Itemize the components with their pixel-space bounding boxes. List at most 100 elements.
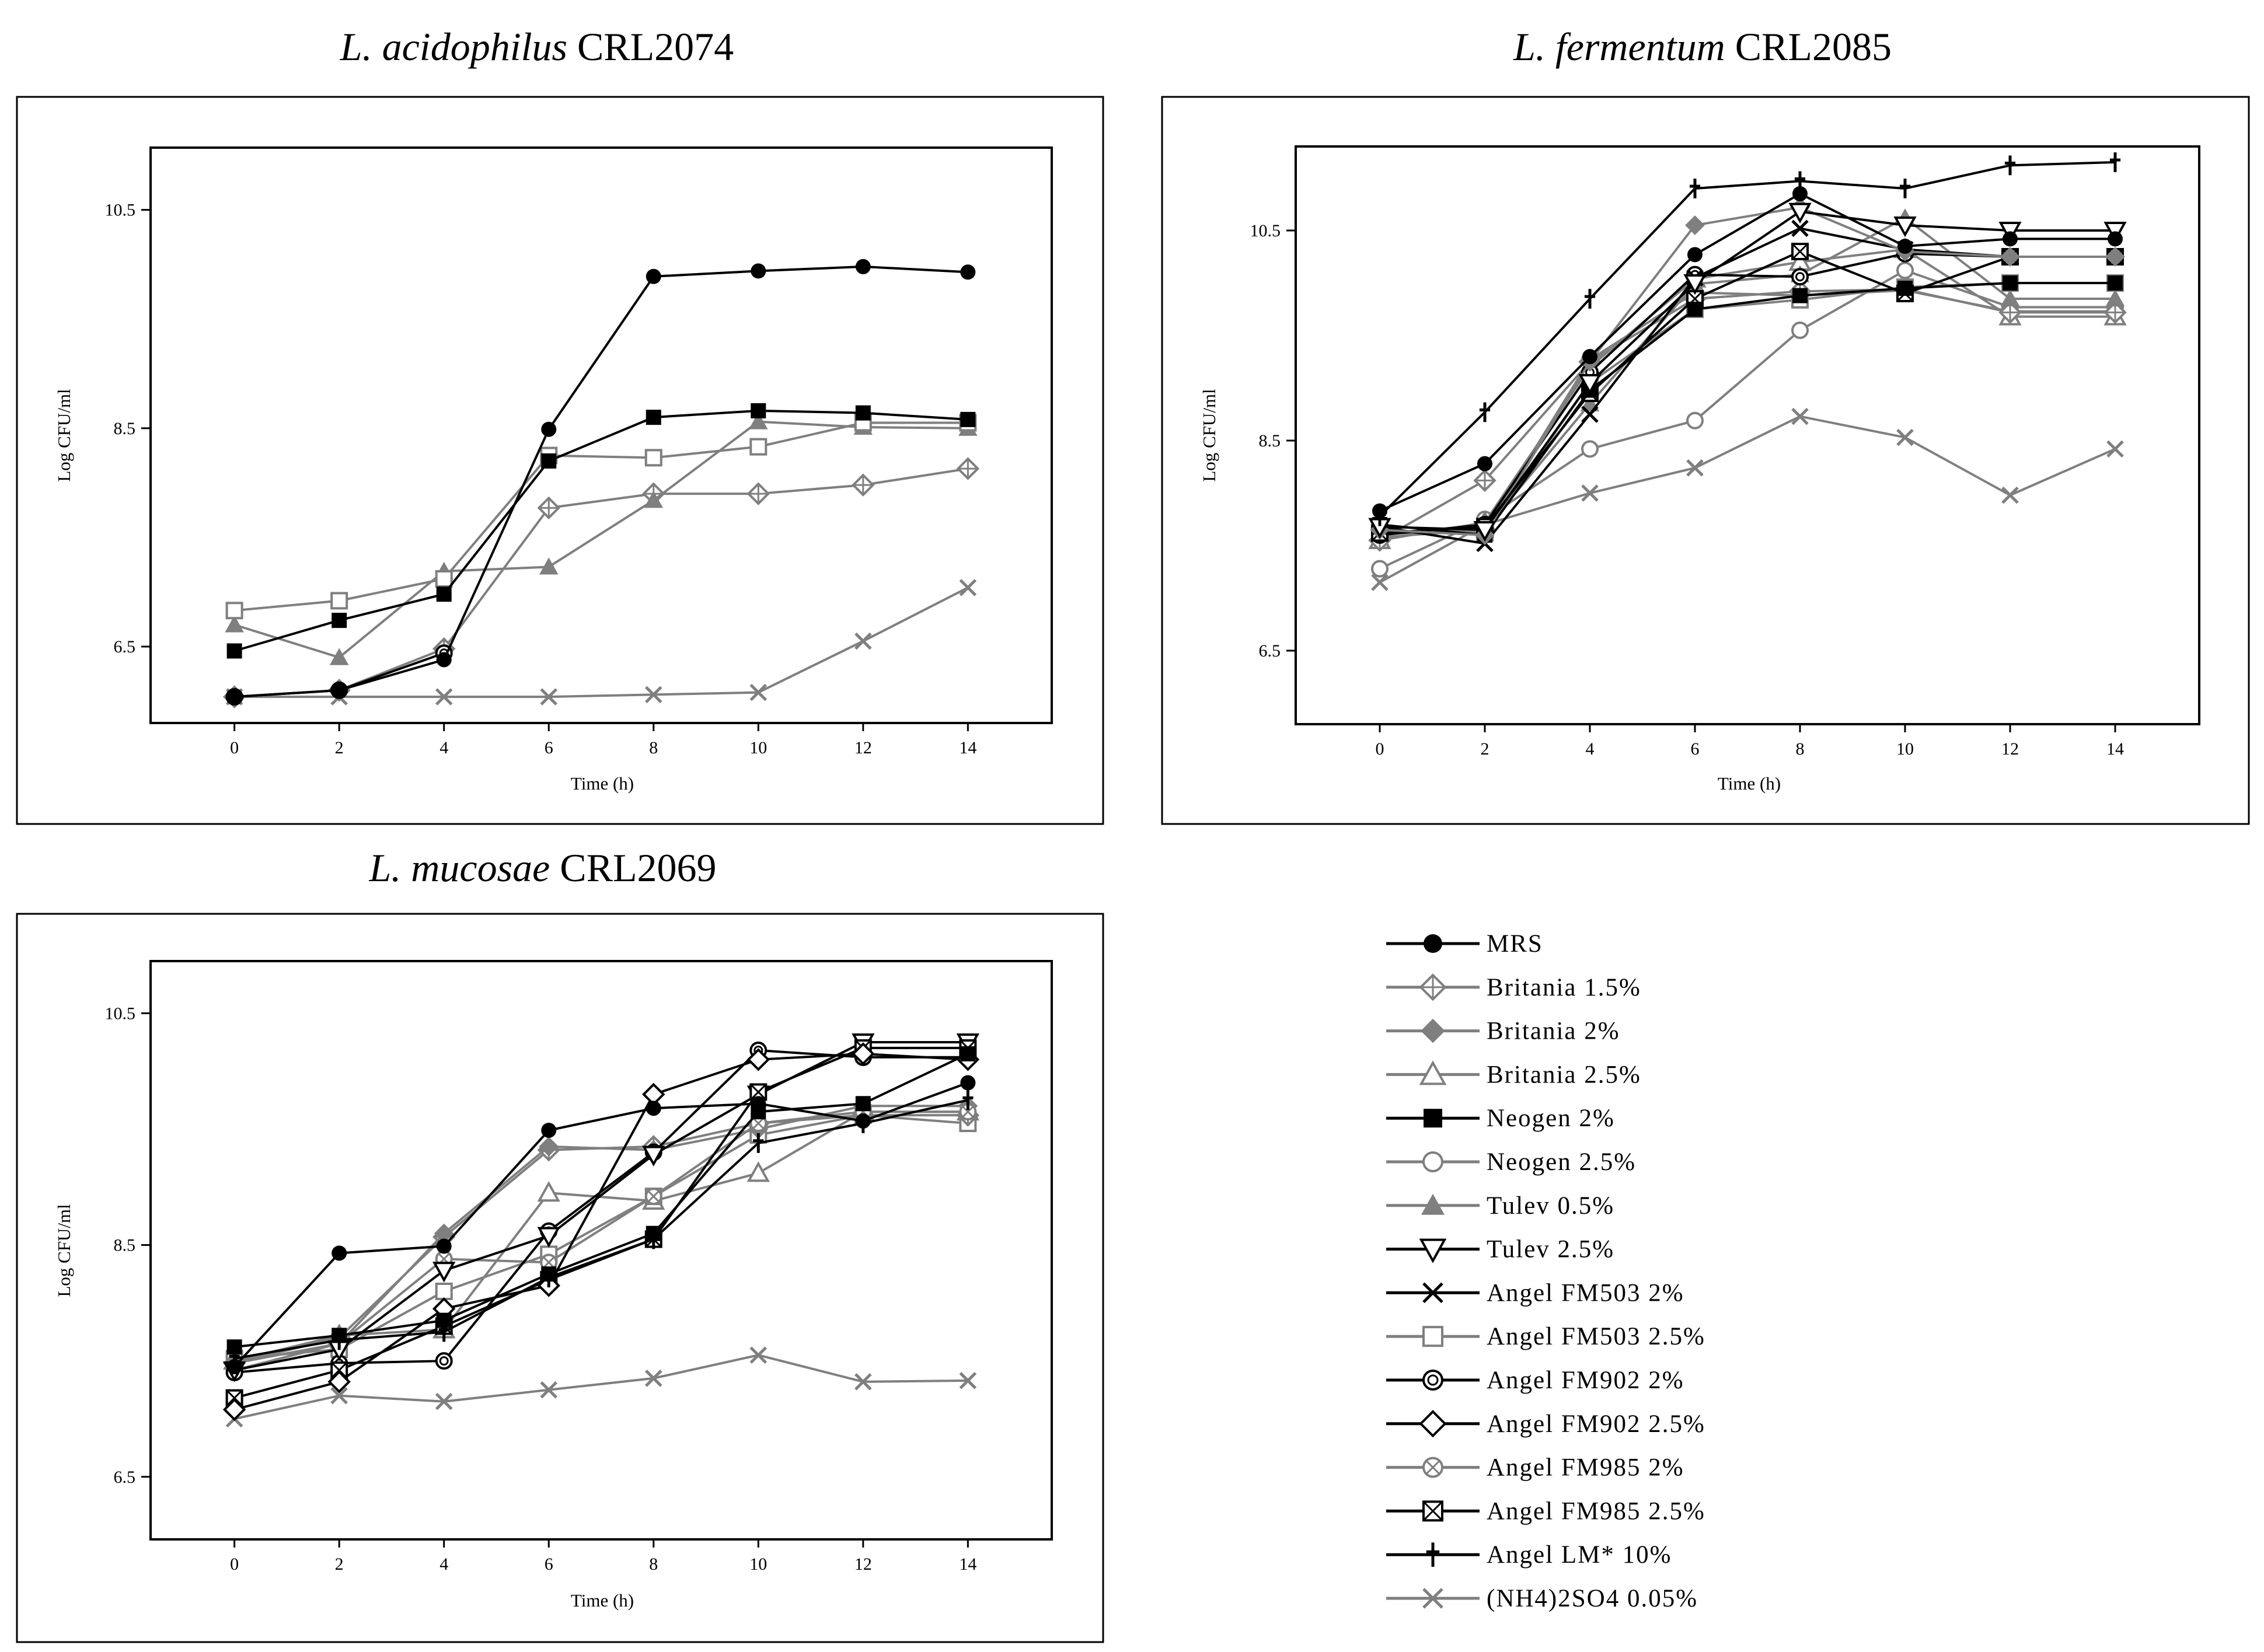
plot-area <box>1295 145 2200 725</box>
data-point <box>1584 289 1596 309</box>
data-point <box>746 482 770 505</box>
data-point <box>749 412 768 429</box>
y-axis-label: Log CFU/ml <box>54 389 74 481</box>
data-point <box>962 1090 974 1110</box>
data-point <box>1581 440 1599 458</box>
data-point <box>226 689 242 705</box>
data-point <box>2109 152 2121 172</box>
y-tick-label: 10.5 <box>105 1004 136 1023</box>
data-point <box>332 682 347 698</box>
data-point <box>435 570 453 588</box>
x-tick-label: 6 <box>545 738 553 757</box>
data-point <box>1896 428 1914 446</box>
panel-acidophilus: L. acidophilus CRL2074 6.5 8.5 10.5 0 2 4 6 8 1… <box>16 25 1104 825</box>
data-point <box>2108 231 2123 247</box>
data-point <box>225 602 243 620</box>
series-line <box>1379 210 2115 532</box>
series-layer <box>222 1033 980 1428</box>
series-line <box>234 1099 968 1360</box>
panel-title: L. fermentum CRL2085 <box>1513 25 1892 69</box>
y-tick-label: 8.5 <box>114 419 136 438</box>
data-point <box>225 615 244 633</box>
x-tick-label: 8 <box>1796 739 1805 759</box>
legend-marker <box>1421 1193 1445 1215</box>
legend-label: Britania 2.5% <box>1487 1061 1641 1088</box>
legend-item: Tulev 0.5% <box>1386 1192 1613 1220</box>
data-point <box>644 491 664 508</box>
legend-marker <box>1422 1282 1443 1304</box>
legend-item: Neogen 2% <box>1386 1105 1615 1132</box>
data-point <box>852 473 875 497</box>
data-point <box>960 1075 976 1091</box>
data-point <box>327 1370 351 1393</box>
data-point <box>960 411 976 427</box>
y-tick-label: 10.5 <box>1250 221 1281 240</box>
series-mrs <box>1372 186 2123 519</box>
data-point <box>541 453 557 469</box>
data-point <box>1788 202 1812 223</box>
legend-label: Neogen 2% <box>1487 1105 1615 1132</box>
x-tick-label: 8 <box>649 738 658 757</box>
legend-label: Angel FM503 2% <box>1487 1279 1684 1307</box>
data-point <box>226 643 242 659</box>
series-layer <box>222 259 980 708</box>
data-point <box>646 268 661 284</box>
legend-item: (NH4)2SO4 0.05% <box>1386 1585 1698 1612</box>
data-point <box>751 403 766 418</box>
data-point <box>1473 469 1496 493</box>
series-line <box>1379 415 2116 584</box>
series-layer <box>1368 152 2127 591</box>
data-point <box>1794 171 1806 191</box>
x-tick-label: 14 <box>959 1555 976 1574</box>
data-point <box>2000 289 2020 306</box>
legend-label: (NH4)2SO4 0.05% <box>1487 1585 1698 1612</box>
data-point <box>1371 560 1389 578</box>
data-point <box>749 438 768 456</box>
x-tick-label: 14 <box>2106 739 2124 759</box>
series-nh4-2so4-0-05 <box>225 579 977 705</box>
data-point <box>1477 456 1492 471</box>
x-tick-label: 12 <box>2001 739 2019 759</box>
data-point <box>432 1262 456 1283</box>
panel-fermentum: L. fermentum CRL2085 6.5 8.5 10.5 0 2 4 6 8 10 1… <box>1161 25 2250 825</box>
legend-item: Angel FM902 2% <box>1386 1367 1683 1394</box>
data-point <box>1791 219 1809 238</box>
data-point <box>959 579 977 596</box>
x-tick-label: 2 <box>335 1555 344 1574</box>
legend-marker <box>1426 1542 1440 1567</box>
legend-item: Angel FM985 2% <box>1386 1454 1683 1482</box>
data-point <box>1791 243 1809 260</box>
data-point <box>746 1161 770 1182</box>
data-point <box>330 592 348 610</box>
data-point <box>1791 268 1809 286</box>
x-axis-label: Time (h) <box>571 773 634 794</box>
data-point <box>435 688 453 705</box>
panel-title: L. acidophilus CRL2074 <box>340 25 734 69</box>
x-tick-label: 4 <box>1586 739 1595 759</box>
data-point <box>438 1322 449 1342</box>
series-mrs <box>226 1075 976 1375</box>
legend-item: Angel FM503 2.5% <box>1386 1323 1704 1350</box>
series-line <box>234 1105 968 1365</box>
series-line <box>234 1110 968 1363</box>
data-point <box>2003 275 2018 291</box>
data-point <box>1792 288 1808 303</box>
data-point <box>1899 179 1911 198</box>
legend-label: Neogen 2.5% <box>1487 1148 1636 1176</box>
data-point <box>1687 247 1703 263</box>
legend-item: Angel LM* 10% <box>1386 1541 1670 1569</box>
legend-marker <box>1422 1588 1443 1609</box>
data-point <box>956 457 980 480</box>
data-point <box>1578 374 1602 395</box>
x-tick-label: 12 <box>854 1555 872 1574</box>
data-point <box>539 1136 559 1157</box>
series-line <box>234 1110 968 1371</box>
data-point <box>1893 216 1917 238</box>
data-point <box>537 1227 560 1248</box>
legend-marker <box>1422 1326 1443 1347</box>
data-point <box>1689 179 1701 198</box>
data-point <box>749 1115 768 1133</box>
data-point <box>332 1245 347 1261</box>
